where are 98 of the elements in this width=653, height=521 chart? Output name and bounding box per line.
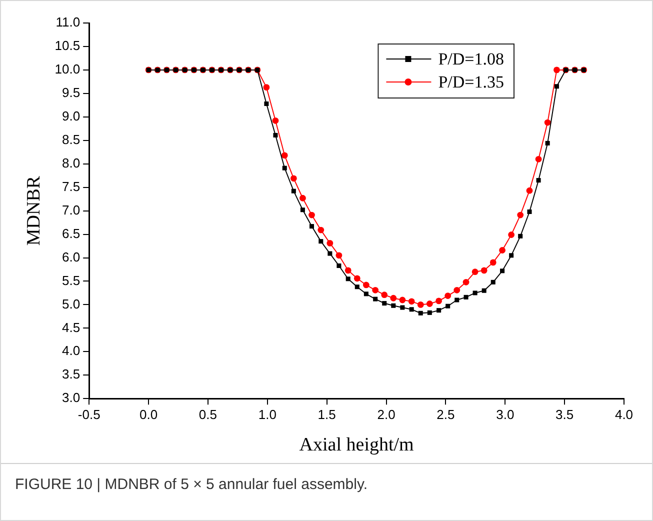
point — [344, 267, 352, 274]
point — [328, 251, 332, 256]
x-tick-label: 3.5 — [556, 406, 574, 422]
y-tick-label: 5.5 — [62, 272, 80, 288]
x-tick-label: 1.5 — [318, 406, 336, 422]
point — [300, 194, 306, 202]
point — [544, 119, 551, 126]
point — [336, 252, 342, 259]
point — [490, 259, 496, 266]
x-tick-label: 1.0 — [258, 406, 276, 422]
point — [273, 132, 278, 138]
y-tick-label: 7.5 — [62, 178, 80, 194]
point — [446, 304, 450, 308]
point — [454, 298, 460, 302]
point — [290, 175, 297, 182]
point — [444, 292, 452, 299]
point — [427, 310, 432, 315]
point — [264, 101, 269, 106]
point — [300, 208, 305, 212]
x-tick-label: 0.5 — [198, 406, 218, 422]
x-tick-label: 3.0 — [496, 406, 514, 422]
point — [382, 301, 387, 306]
point — [282, 166, 287, 170]
point — [472, 268, 478, 276]
x-tick-label: 2.5 — [436, 406, 455, 422]
point — [526, 187, 533, 194]
caption: FIGURE 10 | MDNBR of 5 × 5 annular fuel assembly. — [15, 476, 369, 493]
point — [291, 188, 296, 194]
point — [362, 282, 370, 288]
point — [400, 305, 405, 310]
x-tick-label: 0.0 — [139, 406, 158, 422]
y-tick-label: 4.5 — [62, 320, 80, 335]
point — [464, 294, 468, 300]
y-tick-label: 11.0 — [56, 14, 80, 30]
y-axis-title: MDNBR — [23, 176, 44, 246]
y-tick-label: 10.0 — [54, 62, 80, 77]
point — [381, 292, 388, 298]
point — [436, 298, 442, 304]
point — [535, 156, 542, 162]
point — [536, 178, 541, 183]
point — [509, 253, 514, 258]
point — [545, 140, 550, 146]
x-tick-label: -0.5 — [78, 406, 100, 422]
point — [499, 247, 506, 254]
y-tick-label: 6.0 — [62, 249, 80, 264]
y-tick-label: 6.5 — [62, 226, 80, 241]
point — [372, 286, 379, 294]
point — [436, 308, 442, 313]
point — [354, 275, 360, 282]
point — [482, 288, 486, 293]
y-tick-label: 8.5 — [62, 132, 80, 147]
point — [346, 276, 350, 282]
x-tick-label: 4.0 — [614, 406, 634, 422]
y-tick-label: 3.5 — [62, 366, 80, 382]
point — [318, 239, 324, 244]
point — [554, 84, 559, 89]
y-tick-label: 5.0 — [62, 296, 80, 312]
point — [272, 117, 279, 124]
x-axis-title: Axial height/m — [299, 434, 414, 456]
y-tick-label: 4.0 — [62, 343, 80, 358]
point — [364, 292, 368, 296]
point — [373, 296, 378, 302]
point — [472, 290, 478, 296]
point — [308, 212, 315, 218]
y-tick-label: 8.0 — [62, 155, 80, 170]
point — [454, 286, 460, 294]
x-tick-label: 2.0 — [377, 406, 396, 422]
point — [391, 303, 396, 308]
point — [554, 66, 560, 74]
point — [527, 209, 532, 214]
point — [518, 234, 523, 238]
point — [490, 280, 496, 284]
y-tick-label: 7.0 — [62, 202, 80, 218]
y-tick-label: 3.0 — [62, 390, 80, 406]
point — [508, 232, 515, 238]
y-tick-label: 10.5 — [54, 38, 80, 54]
y-tick-label: 9.5 — [62, 85, 80, 100]
point — [480, 267, 488, 274]
point — [462, 278, 470, 286]
point — [281, 152, 288, 159]
point — [390, 294, 397, 302]
legend-label: P/D=1.08 — [438, 49, 504, 68]
point — [500, 268, 505, 274]
point — [399, 296, 406, 304]
point — [354, 284, 360, 290]
point — [263, 84, 270, 91]
point — [426, 300, 433, 307]
point — [517, 212, 524, 218]
point — [418, 310, 423, 316]
point — [408, 298, 415, 305]
point — [409, 307, 414, 312]
y-tick-label: 9.0 — [62, 108, 80, 124]
point — [309, 224, 314, 229]
point — [326, 240, 334, 246]
point — [318, 226, 324, 234]
legend-label: P/D=1.35 — [438, 72, 504, 92]
point — [336, 263, 342, 268]
point — [417, 302, 424, 308]
